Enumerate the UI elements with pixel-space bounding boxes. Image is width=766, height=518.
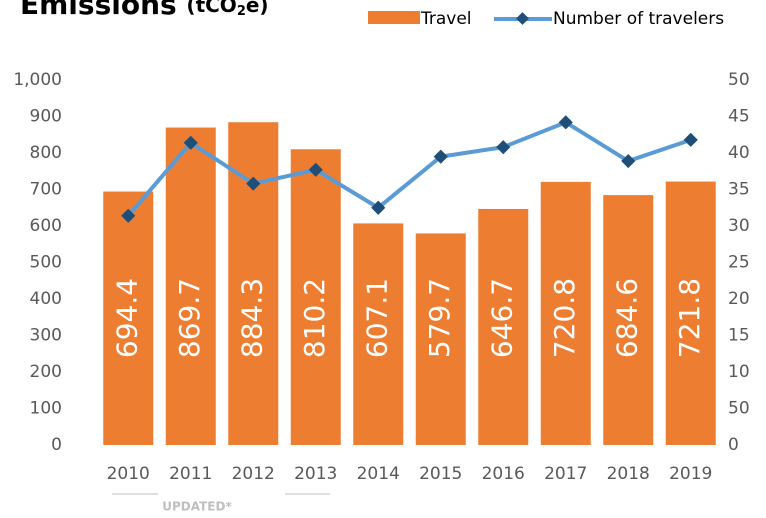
- marker: [496, 140, 511, 155]
- y2-tick-label: 10: [728, 362, 750, 382]
- x-tick-label: 2016: [482, 464, 525, 484]
- legend-swatch: [368, 11, 420, 24]
- y-tick-label: 500: [30, 253, 62, 273]
- y2-tick-label: 45: [728, 107, 750, 127]
- marker: [183, 135, 198, 150]
- y-tick-label: 800: [30, 143, 62, 163]
- y2-tick-label: 40: [728, 143, 750, 163]
- x-tick-label: 2017: [544, 464, 587, 484]
- bar: [478, 208, 529, 445]
- data-label: 721.8: [673, 278, 706, 358]
- y-tick-label: 700: [30, 180, 62, 200]
- data-label: 607.1: [360, 278, 393, 358]
- y-tick-label: 0: [51, 435, 62, 455]
- data-label: 646.7: [485, 278, 518, 358]
- bar: [103, 191, 154, 445]
- y-tick-label: 200: [30, 362, 62, 382]
- y2-tick-label: 30: [728, 216, 750, 236]
- y2-tick-label: 20: [728, 289, 750, 309]
- y2-tick-label: 15: [728, 326, 750, 346]
- data-label: 884.3: [235, 278, 268, 358]
- y2-tick-label: 50: [728, 399, 750, 419]
- bar: [540, 181, 591, 445]
- chart-title: Emissions (tCO2e): [20, 0, 269, 21]
- x-tick-label: 2014: [357, 464, 400, 484]
- legend-label: Travel: [420, 9, 472, 29]
- marker: [683, 132, 698, 147]
- y2-tick-label: 25: [728, 253, 750, 273]
- bar: [165, 127, 216, 445]
- y-tick-label: 400: [30, 289, 62, 309]
- legend-label: Number of travelers: [553, 9, 724, 29]
- y2-tick-label: 35: [728, 180, 750, 200]
- y-tick-label: 300: [30, 326, 62, 346]
- x-tick-label: 2019: [669, 464, 712, 484]
- legend-marker: [516, 12, 529, 25]
- line: [126, 120, 692, 218]
- x-tick-label: 2012: [232, 464, 275, 484]
- marker: [308, 162, 323, 177]
- data-label: 579.7: [423, 278, 456, 358]
- marker: [621, 153, 636, 169]
- y2-tick-label: 0: [728, 435, 739, 455]
- x-tick-label: 2011: [169, 464, 212, 484]
- y-tick-label: 900: [30, 107, 62, 127]
- y-tick-label: 600: [30, 216, 62, 236]
- bar: [290, 149, 341, 446]
- annotation: UPDATED*: [162, 500, 232, 514]
- x-tick-label: 2013: [294, 464, 337, 484]
- marker: [246, 176, 261, 191]
- x-tick-label: 2018: [607, 464, 650, 484]
- x-tick-label: 2010: [107, 464, 150, 484]
- y2-tick-label: 50: [728, 70, 750, 90]
- data-label: 694.4: [110, 278, 143, 358]
- marker: [558, 115, 573, 130]
- y-tick-label: 1,000: [13, 70, 62, 90]
- y-tick-label: 100: [30, 399, 62, 419]
- bar: [665, 181, 716, 445]
- bar: [353, 223, 404, 445]
- bar: [603, 195, 654, 445]
- data-label: 810.2: [298, 278, 331, 358]
- data-label: 684.6: [610, 278, 643, 358]
- bar: [415, 233, 466, 445]
- marker: [371, 200, 386, 215]
- data-label: 869.7: [173, 278, 206, 358]
- x-tick-label: 2015: [419, 464, 462, 484]
- marker: [433, 149, 448, 164]
- bar: [228, 122, 279, 445]
- data-label: 720.8: [548, 278, 581, 358]
